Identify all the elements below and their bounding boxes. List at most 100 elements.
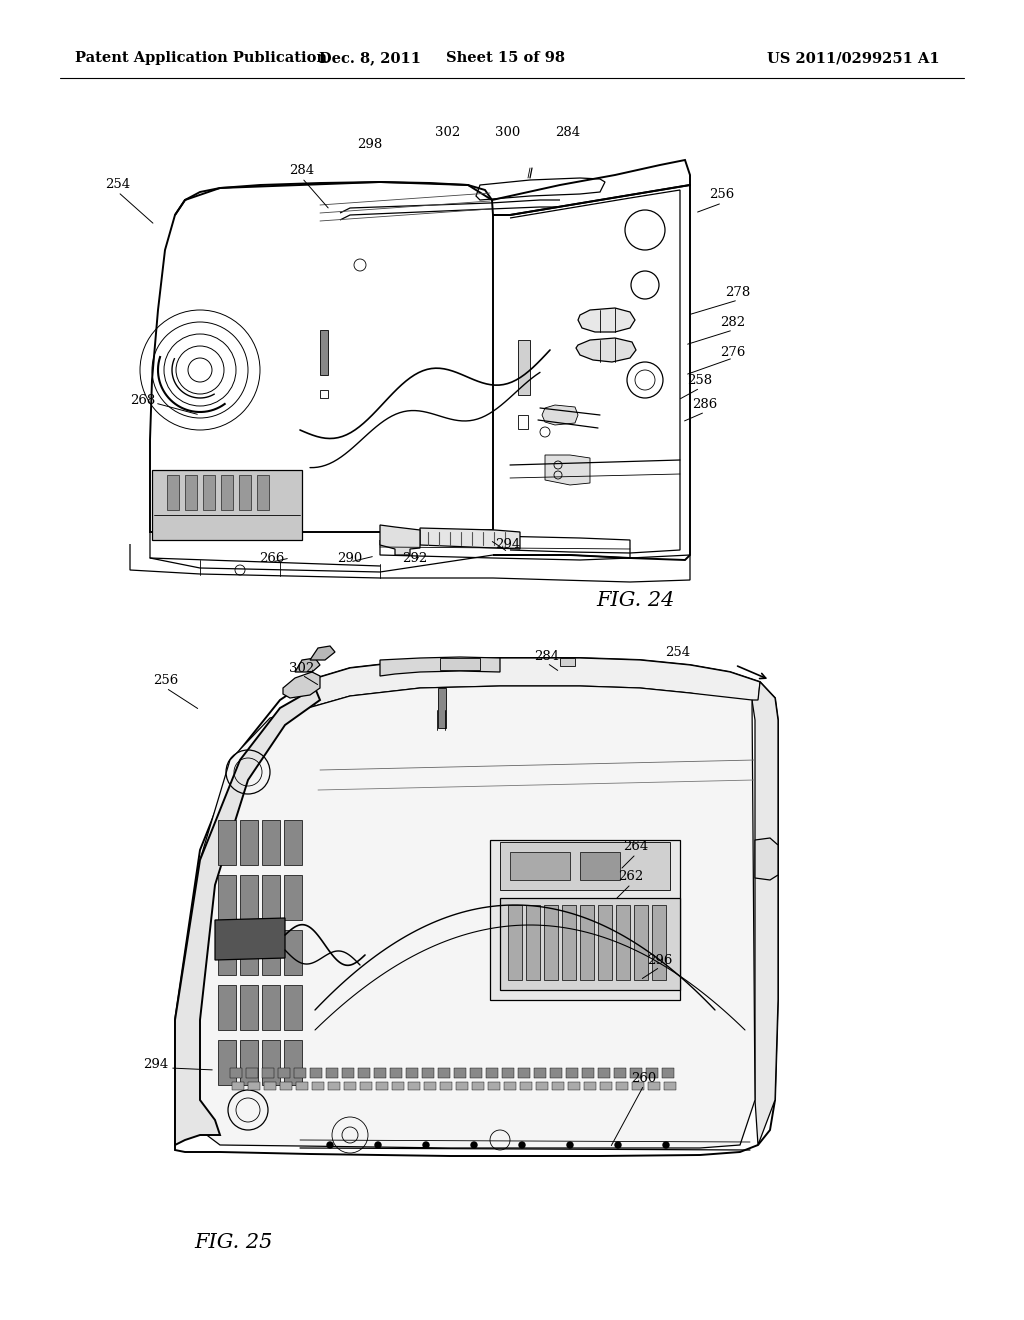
Bar bbox=[520, 1082, 532, 1090]
Polygon shape bbox=[310, 645, 335, 660]
Polygon shape bbox=[500, 898, 680, 990]
Bar bbox=[566, 1068, 578, 1078]
Bar bbox=[652, 906, 666, 979]
Bar bbox=[221, 475, 233, 510]
Bar bbox=[406, 1068, 418, 1078]
Bar bbox=[634, 906, 648, 979]
Bar bbox=[185, 475, 197, 510]
Circle shape bbox=[567, 1142, 573, 1148]
Circle shape bbox=[423, 1142, 429, 1148]
Bar bbox=[262, 1068, 274, 1078]
Polygon shape bbox=[420, 528, 520, 549]
Bar bbox=[278, 1068, 290, 1078]
Bar bbox=[203, 475, 215, 510]
Bar bbox=[294, 1068, 306, 1078]
Bar bbox=[239, 475, 251, 510]
Bar bbox=[472, 1082, 484, 1090]
Bar bbox=[580, 851, 620, 880]
Text: 284: 284 bbox=[290, 164, 314, 177]
Polygon shape bbox=[295, 657, 319, 672]
Bar bbox=[552, 1082, 564, 1090]
Bar bbox=[262, 931, 280, 975]
Bar bbox=[319, 389, 328, 399]
Bar bbox=[284, 875, 302, 920]
Bar bbox=[262, 1040, 280, 1085]
Bar bbox=[580, 906, 594, 979]
Circle shape bbox=[471, 1142, 477, 1148]
Bar bbox=[246, 1068, 258, 1078]
Bar bbox=[488, 1082, 500, 1090]
Bar bbox=[630, 1068, 642, 1078]
Bar bbox=[360, 1082, 372, 1090]
Text: 256: 256 bbox=[154, 673, 178, 686]
Circle shape bbox=[519, 1142, 525, 1148]
Bar bbox=[284, 931, 302, 975]
Bar bbox=[240, 1040, 258, 1085]
Text: 298: 298 bbox=[357, 139, 383, 152]
Text: 264: 264 bbox=[624, 840, 648, 853]
Text: 262: 262 bbox=[618, 870, 644, 883]
Text: 284: 284 bbox=[555, 127, 581, 140]
Text: US 2011/0299251 A1: US 2011/0299251 A1 bbox=[767, 51, 940, 65]
Bar bbox=[358, 1068, 370, 1078]
Text: FIG. 24: FIG. 24 bbox=[596, 590, 674, 610]
Bar bbox=[470, 1068, 482, 1078]
Bar bbox=[518, 414, 528, 429]
Text: 284: 284 bbox=[535, 649, 559, 663]
Bar bbox=[598, 1068, 610, 1078]
Polygon shape bbox=[560, 657, 575, 667]
Bar bbox=[438, 688, 446, 729]
Bar bbox=[584, 1082, 596, 1090]
Bar bbox=[422, 1068, 434, 1078]
Bar bbox=[456, 1082, 468, 1090]
Text: 268: 268 bbox=[130, 393, 156, 407]
Bar bbox=[230, 1068, 242, 1078]
Bar bbox=[264, 1082, 276, 1090]
Text: 300: 300 bbox=[496, 127, 520, 140]
Bar bbox=[526, 906, 540, 979]
Bar bbox=[167, 475, 179, 510]
Polygon shape bbox=[380, 657, 500, 676]
Polygon shape bbox=[380, 525, 420, 554]
Bar bbox=[440, 1082, 452, 1090]
Polygon shape bbox=[490, 840, 680, 1001]
Polygon shape bbox=[752, 682, 778, 1144]
Circle shape bbox=[663, 1142, 669, 1148]
Bar bbox=[240, 820, 258, 865]
Bar bbox=[536, 1082, 548, 1090]
Polygon shape bbox=[283, 672, 319, 698]
Text: 260: 260 bbox=[632, 1072, 656, 1085]
Bar bbox=[218, 875, 236, 920]
Text: 256: 256 bbox=[710, 189, 734, 202]
Bar bbox=[218, 931, 236, 975]
Bar bbox=[518, 1068, 530, 1078]
Bar bbox=[240, 931, 258, 975]
Bar bbox=[518, 341, 530, 395]
Bar bbox=[257, 475, 269, 510]
Bar bbox=[648, 1082, 660, 1090]
Bar bbox=[664, 1082, 676, 1090]
Bar bbox=[310, 1068, 322, 1078]
Bar bbox=[374, 1068, 386, 1078]
Text: 302: 302 bbox=[435, 127, 461, 140]
Circle shape bbox=[375, 1142, 381, 1148]
Bar bbox=[319, 330, 328, 375]
Bar bbox=[152, 470, 302, 540]
Text: 294: 294 bbox=[143, 1059, 169, 1072]
Bar bbox=[248, 1082, 260, 1090]
Text: 296: 296 bbox=[647, 953, 673, 966]
Polygon shape bbox=[440, 657, 480, 671]
Bar bbox=[562, 906, 575, 979]
Bar bbox=[504, 1082, 516, 1090]
Bar bbox=[646, 1068, 658, 1078]
Bar bbox=[342, 1068, 354, 1078]
Bar bbox=[614, 1068, 626, 1078]
Text: 294: 294 bbox=[496, 539, 520, 552]
Text: 254: 254 bbox=[105, 178, 131, 191]
Bar bbox=[616, 906, 630, 979]
Bar bbox=[408, 1082, 420, 1090]
Bar bbox=[280, 1082, 292, 1090]
Bar bbox=[284, 1040, 302, 1085]
Polygon shape bbox=[215, 917, 285, 960]
Bar bbox=[312, 1082, 324, 1090]
